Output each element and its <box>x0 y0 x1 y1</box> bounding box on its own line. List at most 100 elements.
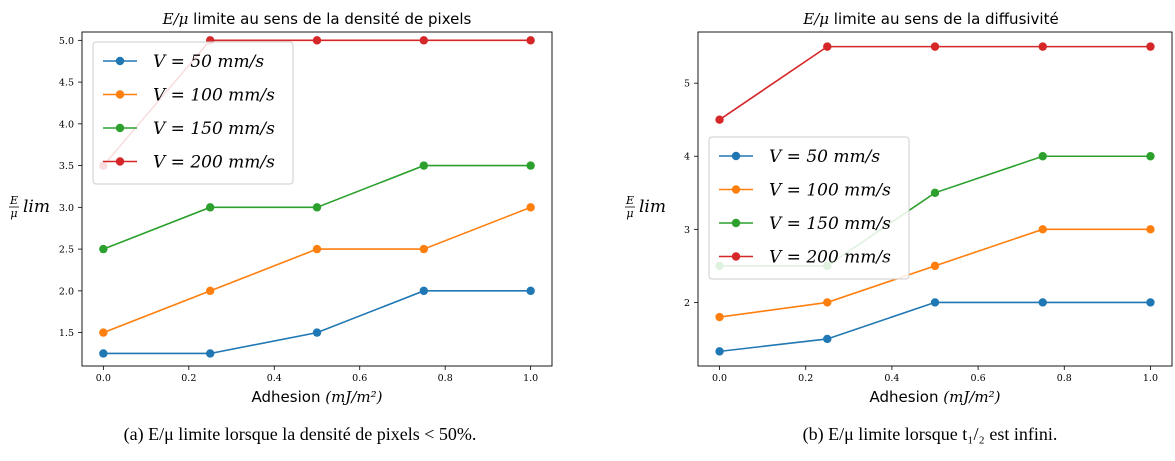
y-tick-label: 3 <box>684 225 690 236</box>
series-line <box>719 301 1151 353</box>
data-point <box>715 312 724 322</box>
series-0 <box>715 298 1155 356</box>
data-point <box>1038 42 1047 51</box>
series-1 <box>715 225 1155 322</box>
data-point <box>1038 152 1047 161</box>
y-label-lim: lim <box>23 197 50 217</box>
data-point <box>526 286 535 296</box>
y-label-denominator: μ <box>626 207 633 220</box>
data-point <box>1146 225 1155 234</box>
data-point <box>205 286 215 296</box>
data-point <box>99 328 108 337</box>
data-point <box>205 349 215 358</box>
legend-item: V = 150 mm/s <box>103 119 275 139</box>
data-point <box>823 42 832 51</box>
series-1 <box>99 203 535 337</box>
legend-label: V = 150 mm/s <box>769 214 891 234</box>
legend-swatch-marker <box>731 252 741 261</box>
legend-item: V = 50 mm/s <box>719 147 880 167</box>
chart-b: E/μ limite au sens de la diffusivité 0.0 0… <box>625 10 1173 445</box>
x-tick-label: 0.8 <box>1057 373 1072 384</box>
legend-label: V = 200 mm/s <box>153 153 275 173</box>
y-tick-label: 4 <box>684 152 690 163</box>
data-point <box>715 115 724 124</box>
data-point <box>1146 152 1155 161</box>
data-point <box>526 36 535 45</box>
legend-box <box>92 41 294 185</box>
chart-title-text: limite au sens de la densité de pixels <box>188 10 471 28</box>
chart-title-text: limite au sens de la diffusivité <box>829 10 1059 28</box>
y-tick-label: 3.5 <box>59 161 74 172</box>
chart-title-math: E/μ <box>162 10 189 28</box>
x-axis-unit: (mJ/m²) <box>325 388 382 406</box>
legend-label: V = 50 mm/s <box>153 52 264 72</box>
series-line <box>719 45 1151 121</box>
data-point <box>312 244 322 254</box>
x-axis-label: Adhesion (mJ/m²) <box>252 388 383 406</box>
figure-caption: (b) E/μ limite lorsque t₁/₂ est infini. <box>803 424 1058 445</box>
data-point <box>1146 298 1155 307</box>
chart-title: E/μ limite au sens de la diffusivité <box>802 10 1058 28</box>
legend-swatch-marker <box>115 56 125 66</box>
data-point <box>419 244 429 254</box>
x-tick-label: 0.6 <box>971 373 986 384</box>
x-tick-label: 0.2 <box>798 373 813 384</box>
y-tick-label: 5 <box>684 79 690 90</box>
y-tick-label: 3.0 <box>59 203 74 214</box>
y-tick-label: 1.5 <box>59 328 74 339</box>
chart-title-math: E/μ <box>802 10 829 28</box>
data-point <box>99 349 108 358</box>
x-axis-label: Adhesion (mJ/m²) <box>870 388 1001 406</box>
y-axis-label: Eμ lim <box>625 194 666 220</box>
y-label-numerator: E <box>625 194 634 207</box>
data-point <box>526 161 535 170</box>
legend-label: V = 50 mm/s <box>769 147 880 167</box>
legend-swatch-marker <box>115 123 125 133</box>
y-tick-label: 4.0 <box>59 119 74 130</box>
x-tick-label: 0.4 <box>267 373 282 384</box>
legend-label: V = 150 mm/s <box>153 119 275 139</box>
data-point <box>1146 42 1155 51</box>
chart-title: E/μ limite au sens de la densité de pixe… <box>162 10 472 28</box>
series-3 <box>715 42 1155 124</box>
legend-swatch-marker <box>115 90 125 99</box>
x-tick-label: 0.0 <box>96 373 111 384</box>
y-axis-label: Eμ lim <box>9 194 50 220</box>
data-point <box>312 203 322 212</box>
x-tick-label: 0.6 <box>352 373 367 384</box>
chart-a: E/μ limite au sens de la densité de pixe… <box>9 10 553 445</box>
plot-frame <box>81 31 553 367</box>
legend-swatch-marker <box>115 157 125 166</box>
legend-item: V = 100 mm/s <box>103 86 275 106</box>
legend-label: V = 200 mm/s <box>769 248 891 268</box>
data-point <box>526 203 535 212</box>
data-point <box>419 36 429 45</box>
y-tick-label: 4.5 <box>59 78 74 89</box>
data-point <box>419 161 429 170</box>
legend: V = 50 mm/s V = 100 mm/s V = 150 mm/s V = 2… <box>708 136 910 280</box>
data-point <box>823 334 832 344</box>
x-tick-label: 0.2 <box>181 373 196 384</box>
plot-frame <box>697 31 1173 367</box>
legend-item: V = 50 mm/s <box>103 52 264 72</box>
series-0 <box>99 286 535 358</box>
y-tick-label: 2 <box>684 298 690 309</box>
data-point <box>205 203 215 212</box>
y-label-lim: lim <box>639 197 666 217</box>
series-line <box>103 290 531 355</box>
y-tick-label: 2.0 <box>59 286 74 297</box>
x-tick-label: 0.4 <box>884 373 899 384</box>
legend-swatch-marker <box>731 218 741 228</box>
data-point <box>823 298 832 307</box>
y-tick-label: 2.5 <box>59 245 74 256</box>
series-line <box>103 206 531 334</box>
data-point <box>715 347 724 356</box>
x-tick-label: 1.0 <box>1143 373 1158 384</box>
series-2 <box>99 161 535 254</box>
legend: V = 50 mm/s V = 100 mm/s V = 150 mm/s V = 2… <box>92 41 294 185</box>
y-tick-label: 5.0 <box>59 36 74 47</box>
data-point <box>930 188 940 197</box>
y-label-numerator: E <box>9 194 18 207</box>
legend-swatch-marker <box>731 185 741 194</box>
